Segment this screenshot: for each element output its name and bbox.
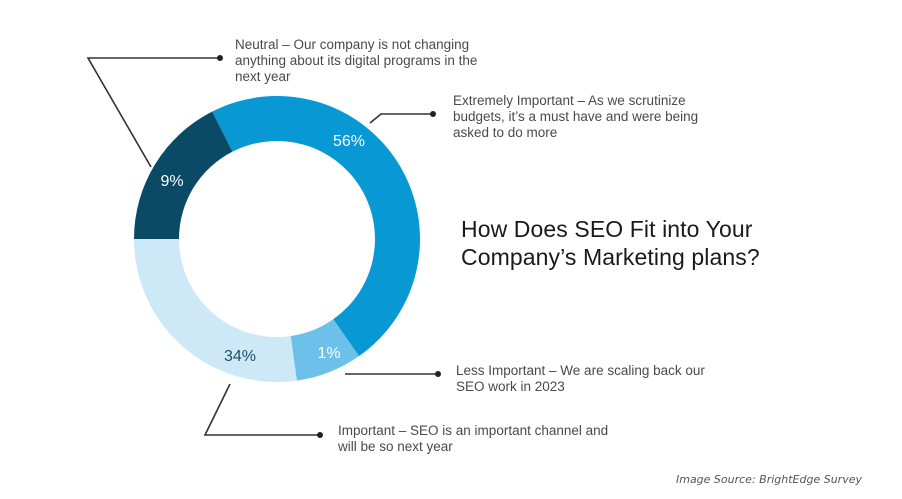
label-extremely: 56% <box>333 133 365 150</box>
callout-extremely-line: Extremely Important – As we scrutinize <box>453 93 686 108</box>
donut-slices <box>134 96 420 382</box>
callout-neutral-line: Neutral – Our company is not changing <box>235 37 470 52</box>
callout-important-line: Important – SEO is an important channel … <box>338 423 609 438</box>
image-source: Image Source: BrightEdge Survey <box>675 473 862 486</box>
label-less: 1% <box>317 345 340 362</box>
dot-less <box>435 371 441 377</box>
callout-less-line: Less Important – We are scaling back our <box>456 363 705 378</box>
dot-extremely <box>430 111 436 117</box>
leader-extremely <box>369 113 433 124</box>
callout-less-line: SEO work in 2023 <box>456 379 565 394</box>
label-important: 34% <box>224 348 256 365</box>
label-neutral: 9% <box>160 173 183 190</box>
dot-important <box>317 432 323 438</box>
leader-dots <box>217 55 441 438</box>
chart-title-line1: How Does SEO Fit into Your <box>461 216 753 242</box>
callout-neutral-line: anything about its digital programs in t… <box>235 53 478 68</box>
chart-title: How Does SEO Fit into Your Company’s Mar… <box>461 215 760 271</box>
callout-less-important: Less Important – We are scaling back our… <box>456 363 705 395</box>
callout-extremely-line: asked to do more <box>453 125 558 140</box>
leader-important <box>203 383 320 436</box>
callout-important: Important – SEO is an important channel … <box>338 423 608 455</box>
leader-neutral <box>86 57 220 168</box>
slice-important <box>134 239 297 382</box>
callout-neutral-line: next year <box>235 69 291 84</box>
slice-extremely-important <box>212 96 420 357</box>
callout-extremely-important: Extremely Important – As we scrutinize b… <box>453 93 698 141</box>
dot-neutral <box>217 55 223 61</box>
slice-less-important <box>290 319 360 381</box>
slice-neutral <box>134 111 233 239</box>
leader-lines <box>86 57 438 436</box>
chart-title-line2: Company’s Marketing plans? <box>461 244 760 270</box>
callout-extremely-line: budgets, it’s a must have and were being <box>453 109 699 124</box>
callout-neutral: Neutral – Our company is not changing an… <box>235 37 477 85</box>
callout-important-line: will be so next year <box>338 439 453 454</box>
